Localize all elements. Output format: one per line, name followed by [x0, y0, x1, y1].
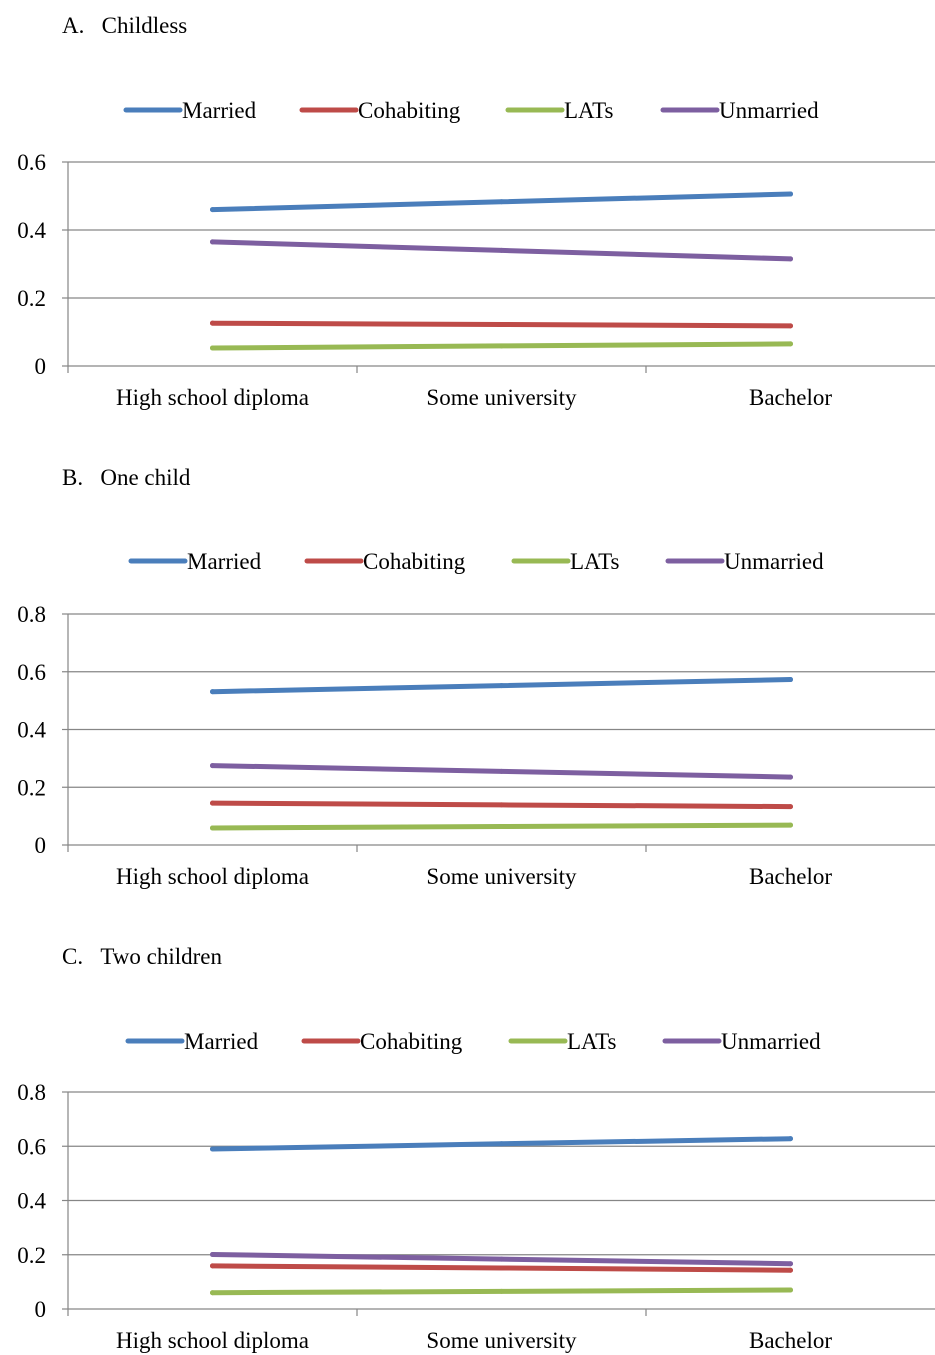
x-tick-label: Some university [426, 385, 577, 410]
legend-label-cohabiting: Cohabiting [358, 98, 461, 123]
data-point-lats [210, 345, 215, 351]
data-point-cohabiting [499, 1265, 504, 1271]
legend: Married Cohabiting LATs Unmarried [125, 1029, 821, 1054]
data-point-unmarried [788, 1261, 793, 1267]
data-point-lats [499, 824, 504, 830]
data-point-unmarried [210, 1251, 215, 1257]
data-point-married [210, 1146, 215, 1152]
y-tick-label: 0 [35, 354, 47, 379]
y-tick-label: 0.8 [17, 602, 46, 627]
legend-label-married: Married [182, 98, 257, 123]
y-tick-label: 0 [35, 1297, 47, 1322]
y-tick-label: 0.6 [17, 660, 46, 685]
data-point-lats [788, 341, 793, 347]
x-tick-label: High school diploma [116, 1328, 309, 1353]
data-point-cohabiting [499, 322, 504, 328]
panel-two-children: C. Two children 0 0.2 0.4 0.6 0.8 High school … [17, 944, 935, 1353]
x-tick-label: Bachelor [749, 1328, 832, 1353]
legend-label-lats: LATs [564, 98, 614, 123]
legend-label-married: Married [184, 1029, 259, 1054]
y-tick-label: 0.6 [17, 1134, 46, 1159]
data-point-cohabiting [788, 1267, 793, 1273]
data-point-married [210, 689, 215, 695]
legend-label-cohabiting: Cohabiting [360, 1029, 463, 1054]
data-point-cohabiting [499, 802, 504, 808]
y-tick-label: 0.2 [17, 286, 46, 311]
data-point-lats [788, 822, 793, 828]
y-tick-label: 0.8 [17, 1080, 46, 1105]
data-point-married [788, 677, 793, 683]
x-tick-label: Some university [426, 864, 577, 889]
data-point-lats [210, 825, 215, 831]
data-point-unmarried [210, 239, 215, 245]
data-point-lats [499, 1288, 504, 1294]
panel-title: A. Childless [62, 13, 187, 38]
data-point-cohabiting [210, 1263, 215, 1269]
y-tick-label: 0 [35, 833, 47, 858]
data-point-married [499, 683, 504, 689]
y-tick-label: 0.4 [17, 1189, 46, 1214]
x-tick-label: High school diploma [116, 385, 309, 410]
data-point-cohabiting [210, 800, 215, 806]
y-tick-label: 0.2 [17, 1243, 46, 1268]
y-tick-label: 0.4 [17, 218, 46, 243]
data-point-cohabiting [210, 320, 215, 326]
x-tick-label: Some university [426, 1328, 577, 1353]
data-point-unmarried [210, 763, 215, 769]
data-point-cohabiting [788, 323, 793, 329]
data-point-lats [499, 343, 504, 349]
data-point-married [210, 207, 215, 213]
legend-label-unmarried: Unmarried [719, 98, 819, 123]
data-point-married [788, 1136, 793, 1142]
panel-title: C. Two children [62, 944, 223, 969]
legend-label-unmarried: Unmarried [724, 549, 824, 574]
panel-one-child: B. One child 0 0.2 0.4 0.6 0.8 High school dip… [17, 465, 935, 889]
data-point-lats [210, 1290, 215, 1296]
data-point-unmarried [499, 247, 504, 253]
legend: Married Cohabiting LATs Unmarried [128, 549, 824, 574]
panel-title: B. One child [62, 465, 191, 490]
data-point-lats [788, 1287, 793, 1293]
x-tick-label: High school diploma [116, 864, 309, 889]
data-point-unmarried [499, 768, 504, 774]
panel-childless: A. Childless 0 0.2 0.4 0.6 High school diplom… [17, 13, 935, 410]
legend-label-married: Married [187, 549, 262, 574]
legend: Married Cohabiting LATs Unmarried [123, 98, 819, 123]
x-tick-label: Bachelor [749, 385, 832, 410]
y-tick-label: 0.6 [17, 150, 46, 175]
data-point-unmarried [788, 256, 793, 262]
data-point-married [788, 191, 793, 197]
data-point-married [499, 199, 504, 205]
legend-label-unmarried: Unmarried [721, 1029, 821, 1054]
legend-label-lats: LATs [570, 549, 620, 574]
y-tick-label: 0.4 [17, 718, 46, 743]
data-point-unmarried [788, 774, 793, 780]
data-point-cohabiting [788, 804, 793, 810]
data-point-unmarried [499, 1256, 504, 1262]
legend-label-lats: LATs [567, 1029, 617, 1054]
data-point-married [499, 1141, 504, 1147]
legend-label-cohabiting: Cohabiting [363, 549, 466, 574]
y-tick-label: 0.2 [17, 775, 46, 800]
x-tick-label: Bachelor [749, 864, 832, 889]
